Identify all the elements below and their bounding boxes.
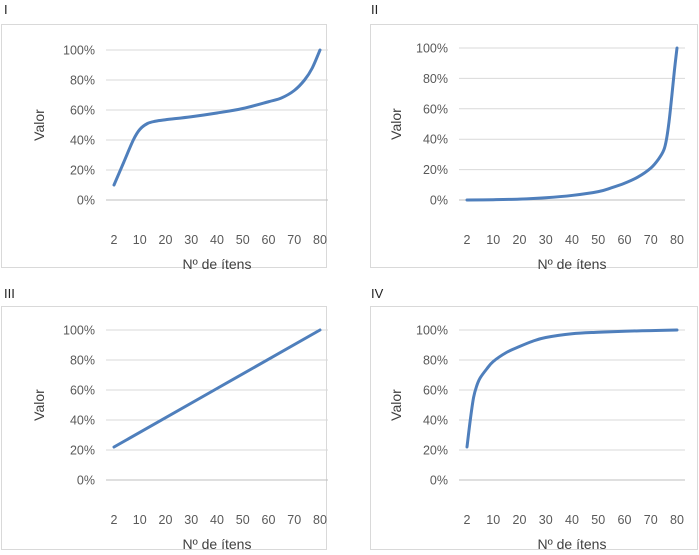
chart-panel-ii: 0% 20% 40% 60% 80% 100% 2 10 20 30 40 50 60 70 80 Nº de… xyxy=(370,24,698,272)
x-tick-label: 70 xyxy=(644,233,658,247)
x-tick-label: 30 xyxy=(539,233,553,247)
y-axis-title: Valor xyxy=(388,108,404,140)
x-tick-label: 10 xyxy=(486,513,500,527)
x-tick-label: 80 xyxy=(313,233,327,247)
x-tick-label: 2 xyxy=(464,513,471,527)
x-tick-label: 80 xyxy=(313,513,327,527)
chart-svg-1: 0% 20% 40% 60% 80% 100% 2 10 20 30 40 50 60 70 80 Nº de… xyxy=(31,44,328,272)
x-tick-label: 40 xyxy=(565,233,579,247)
y-axis-title: Valor xyxy=(31,389,47,421)
y-tick-label: 100% xyxy=(416,42,448,56)
x-tick-label: 30 xyxy=(184,233,198,247)
y-tick-label: 0% xyxy=(430,474,448,488)
x-tick-label: 50 xyxy=(236,233,250,247)
y-tick-label: 100% xyxy=(63,324,95,338)
x-tick-label: 2 xyxy=(111,513,118,527)
chart-panel-iv: 0% 20% 40% 60% 80% 100% 2 10 20 30 40 50 60 70 80 Nº de… xyxy=(370,306,698,552)
panel-label-iii: III xyxy=(4,286,15,301)
x-tick-label: 60 xyxy=(618,513,632,527)
y-tick-label: 60% xyxy=(423,384,448,398)
series-line-1 xyxy=(112,48,322,187)
chart-panel-iii: 0% 20% 40% 60% 80% 100% 2 10 20 30 40 50 60 70 80 Nº de… xyxy=(1,306,328,552)
x-tick-label: 2 xyxy=(111,233,118,247)
y-tick-label: 40% xyxy=(70,134,95,148)
y-axis-title: Valor xyxy=(388,389,404,421)
x-tick-label: 20 xyxy=(513,513,527,527)
x-tick-label: 80 xyxy=(670,513,684,527)
y-tick-label: 20% xyxy=(70,444,95,458)
y-tick-label: 100% xyxy=(63,44,95,58)
y-tick-label: 40% xyxy=(70,414,95,428)
x-tick-label: 60 xyxy=(262,233,276,247)
y-tick-label: 60% xyxy=(70,104,95,118)
x-axis-title: Nº de ítens xyxy=(538,536,607,552)
x-tick-label: 70 xyxy=(287,513,301,527)
y-tick-label: 100% xyxy=(416,324,448,338)
x-tick-label: 30 xyxy=(184,513,198,527)
x-axis-title: Nº de ítens xyxy=(183,256,252,272)
y-tick-label: 0% xyxy=(77,194,95,208)
x-axis-title: Nº de ítens xyxy=(538,256,607,272)
chart-panel-i: 0% 20% 40% 60% 80% 100% 2 10 20 30 40 50 60 70 80 Nº de… xyxy=(1,24,328,272)
x-tick-label: 30 xyxy=(539,513,553,527)
panel-label-i: I xyxy=(4,2,8,17)
panel-label-iv: IV xyxy=(371,286,384,301)
y-tick-label: 60% xyxy=(423,102,448,116)
x-tick-label: 40 xyxy=(210,233,224,247)
y-tick-label: 80% xyxy=(423,72,448,86)
series-line-1 xyxy=(465,46,679,202)
x-tick-label: 60 xyxy=(618,233,632,247)
x-tick-label: 40 xyxy=(565,513,579,527)
x-tick-label: 20 xyxy=(159,233,173,247)
y-tick-label: 80% xyxy=(70,74,95,88)
y-tick-label: 20% xyxy=(423,163,448,177)
x-tick-label: 10 xyxy=(133,513,147,527)
chart-svg-4: 0% 20% 40% 60% 80% 100% 2 10 20 30 40 50 60 70 80 Nº de… xyxy=(388,324,685,552)
x-tick-label: 40 xyxy=(210,513,224,527)
x-tick-label: 2 xyxy=(464,233,471,247)
x-tick-label: 60 xyxy=(262,513,276,527)
x-tick-label: 10 xyxy=(133,233,147,247)
y-tick-label: 0% xyxy=(77,474,95,488)
x-tick-label: 50 xyxy=(591,513,605,527)
y-tick-label: 40% xyxy=(423,414,448,428)
y-axis-title: Valor xyxy=(31,109,47,141)
x-tick-label: 20 xyxy=(159,513,173,527)
x-tick-label: 80 xyxy=(670,233,684,247)
panel-label-ii: II xyxy=(371,2,379,17)
x-tick-label: 70 xyxy=(287,233,301,247)
x-axis-title: Nº de ítens xyxy=(183,536,252,552)
x-tick-label: 20 xyxy=(513,233,527,247)
chart-svg-2: 0% 20% 40% 60% 80% 100% 2 10 20 30 40 50 60 70 80 Nº de… xyxy=(388,42,685,272)
y-tick-label: 60% xyxy=(70,384,95,398)
y-tick-label: 0% xyxy=(430,194,448,208)
x-tick-label: 10 xyxy=(486,233,500,247)
x-tick-label: 70 xyxy=(644,513,658,527)
x-tick-label: 50 xyxy=(236,513,250,527)
x-tick-label: 50 xyxy=(591,233,605,247)
y-tick-label: 20% xyxy=(423,444,448,458)
chart-svg-3: 0% 20% 40% 60% 80% 100% 2 10 20 30 40 50 60 70 80 Nº de… xyxy=(31,324,328,552)
series-line-1 xyxy=(112,328,322,449)
y-tick-label: 80% xyxy=(70,354,95,368)
series-line-1 xyxy=(465,328,679,449)
y-tick-label: 80% xyxy=(423,354,448,368)
y-tick-label: 40% xyxy=(423,133,448,147)
y-tick-label: 20% xyxy=(70,164,95,178)
